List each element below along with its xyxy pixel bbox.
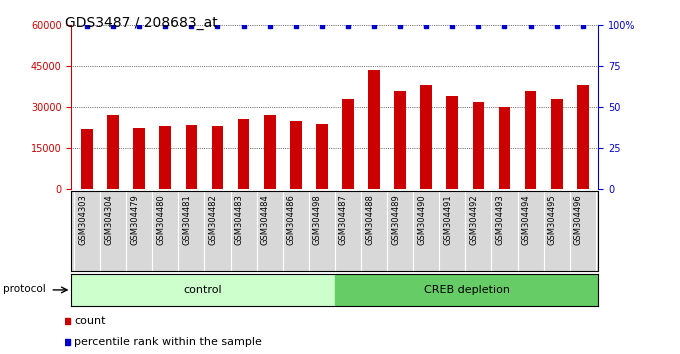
Text: GSM304483: GSM304483 [235, 194, 243, 245]
Text: GSM304496: GSM304496 [574, 194, 583, 245]
Text: GSM304498: GSM304498 [313, 194, 322, 245]
Point [525, 24, 536, 29]
Bar [498, 107, 511, 189]
Bar [133, 128, 145, 189]
Bar [211, 126, 223, 189]
Point [577, 24, 588, 29]
Point [447, 24, 458, 29]
Text: GSM304493: GSM304493 [496, 194, 505, 245]
Point [499, 24, 510, 29]
Text: GSM304488: GSM304488 [365, 194, 374, 245]
Text: GSM304481: GSM304481 [182, 194, 191, 245]
Bar [335, 274, 598, 306]
Bar [447, 96, 458, 189]
Text: GSM304494: GSM304494 [522, 194, 530, 245]
Bar [81, 129, 93, 189]
Bar [238, 119, 250, 189]
Text: GSM304492: GSM304492 [469, 194, 479, 245]
Text: GSM304482: GSM304482 [209, 194, 218, 245]
Point [369, 24, 379, 29]
Text: GSM304487: GSM304487 [339, 194, 348, 245]
Text: GSM304489: GSM304489 [391, 194, 400, 245]
Bar [577, 85, 589, 189]
Point [265, 24, 275, 29]
Bar [71, 274, 335, 306]
Text: GSM304490: GSM304490 [418, 194, 426, 245]
Text: GSM304479: GSM304479 [131, 194, 139, 245]
Point [394, 24, 405, 29]
Text: GSM304303: GSM304303 [78, 194, 87, 245]
Point [290, 24, 301, 29]
Text: GSM304495: GSM304495 [547, 194, 557, 245]
Point [212, 24, 223, 29]
Text: control: control [184, 285, 222, 295]
Bar [107, 115, 119, 189]
Bar [368, 70, 380, 189]
Bar [394, 91, 406, 189]
Point [316, 24, 327, 29]
Bar [316, 124, 328, 189]
Bar [159, 126, 171, 189]
Text: GSM304480: GSM304480 [156, 194, 165, 245]
Bar [290, 121, 302, 189]
Point [107, 24, 118, 29]
Text: GSM304484: GSM304484 [260, 194, 270, 245]
Text: protocol: protocol [3, 284, 46, 294]
Point [343, 24, 354, 29]
Point [134, 24, 145, 29]
Bar [186, 125, 197, 189]
Bar [420, 85, 432, 189]
Bar [551, 99, 562, 189]
Point [82, 24, 92, 29]
Text: GSM304486: GSM304486 [287, 194, 296, 245]
Text: GSM304491: GSM304491 [443, 194, 452, 245]
Bar [342, 99, 354, 189]
Point [421, 24, 432, 29]
Bar [473, 102, 484, 189]
Point [551, 24, 562, 29]
Text: count: count [74, 316, 105, 326]
Point [238, 24, 249, 29]
Text: percentile rank within the sample: percentile rank within the sample [74, 337, 262, 347]
Point [160, 24, 171, 29]
Point [473, 24, 484, 29]
Bar [264, 115, 275, 189]
Text: GSM304304: GSM304304 [104, 194, 113, 245]
Text: GDS3487 / 208683_at: GDS3487 / 208683_at [65, 16, 218, 30]
Bar [525, 91, 537, 189]
Point [186, 24, 197, 29]
Text: CREB depletion: CREB depletion [424, 285, 509, 295]
